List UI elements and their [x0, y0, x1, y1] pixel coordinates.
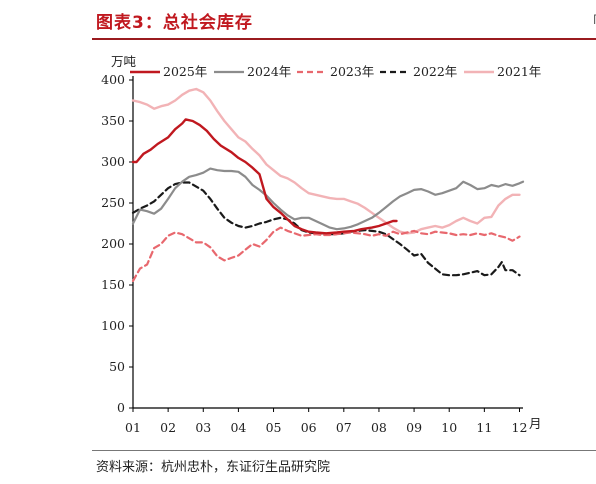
chart-legend: 2025年 2024年 2023年 2022年 2021年	[130, 64, 541, 79]
y-tick-label: 100	[101, 318, 125, 333]
y-tick-label: 200	[101, 236, 125, 251]
series-line-2021年	[131, 87, 521, 235]
x-tick-label: 03	[195, 420, 211, 435]
x-tick-label: 10	[441, 420, 457, 435]
legend-label-2024年: 2024年	[247, 64, 291, 79]
y-tick-label: 0	[117, 400, 125, 415]
y-tick-label: 50	[109, 359, 125, 374]
chart-axes: 0 50 100 150 200 250 300 350 400 万吨 01 02 03 04 05 06 07…	[101, 54, 541, 435]
y-tick-label: 250	[101, 195, 125, 210]
x-tick-label: 01	[125, 420, 141, 435]
page-title: 图表3：总社会库存	[96, 13, 253, 33]
y-tick-label: 300	[101, 154, 125, 169]
legend-label-2023年: 2023年	[330, 64, 374, 79]
legend-label-2022年: 2022年	[413, 64, 457, 79]
legend-label-2021年: 2021年	[497, 64, 541, 79]
chart-series	[131, 87, 525, 282]
x-tick-label: 04	[230, 420, 246, 435]
x-tick-label: 09	[406, 420, 422, 435]
y-tick-label: 400	[101, 72, 125, 87]
x-tick-label: 08	[371, 420, 387, 435]
x-tick-label: 12	[512, 420, 528, 435]
series-line-2025年	[131, 118, 398, 235]
y-tick-label: 350	[101, 113, 125, 128]
y-tick-label: 150	[101, 277, 125, 292]
legend-label-2025年: 2025年	[163, 64, 207, 79]
series-line-2024年	[131, 167, 525, 231]
x-tick-label: 05	[266, 420, 282, 435]
series-line-2023年	[131, 226, 521, 282]
y-axis-unit: 万吨	[111, 54, 137, 69]
source-divider	[92, 450, 596, 451]
x-tick-label: 11	[476, 420, 492, 435]
x-axis-unit: 月	[529, 416, 542, 431]
inventory-line-chart: 0 50 100 150 200 250 300 350 400 万吨 01 02 03 04 05 06 07…	[101, 54, 541, 435]
source-note: 资料来源：杭州忠朴，东证衍生品研究院	[96, 460, 331, 475]
title-divider	[92, 38, 596, 40]
x-tick-label: 07	[336, 420, 352, 435]
x-tick-label: 06	[301, 420, 317, 435]
corner-mark: 「	[585, 12, 596, 32]
x-tick-label: 02	[160, 420, 176, 435]
